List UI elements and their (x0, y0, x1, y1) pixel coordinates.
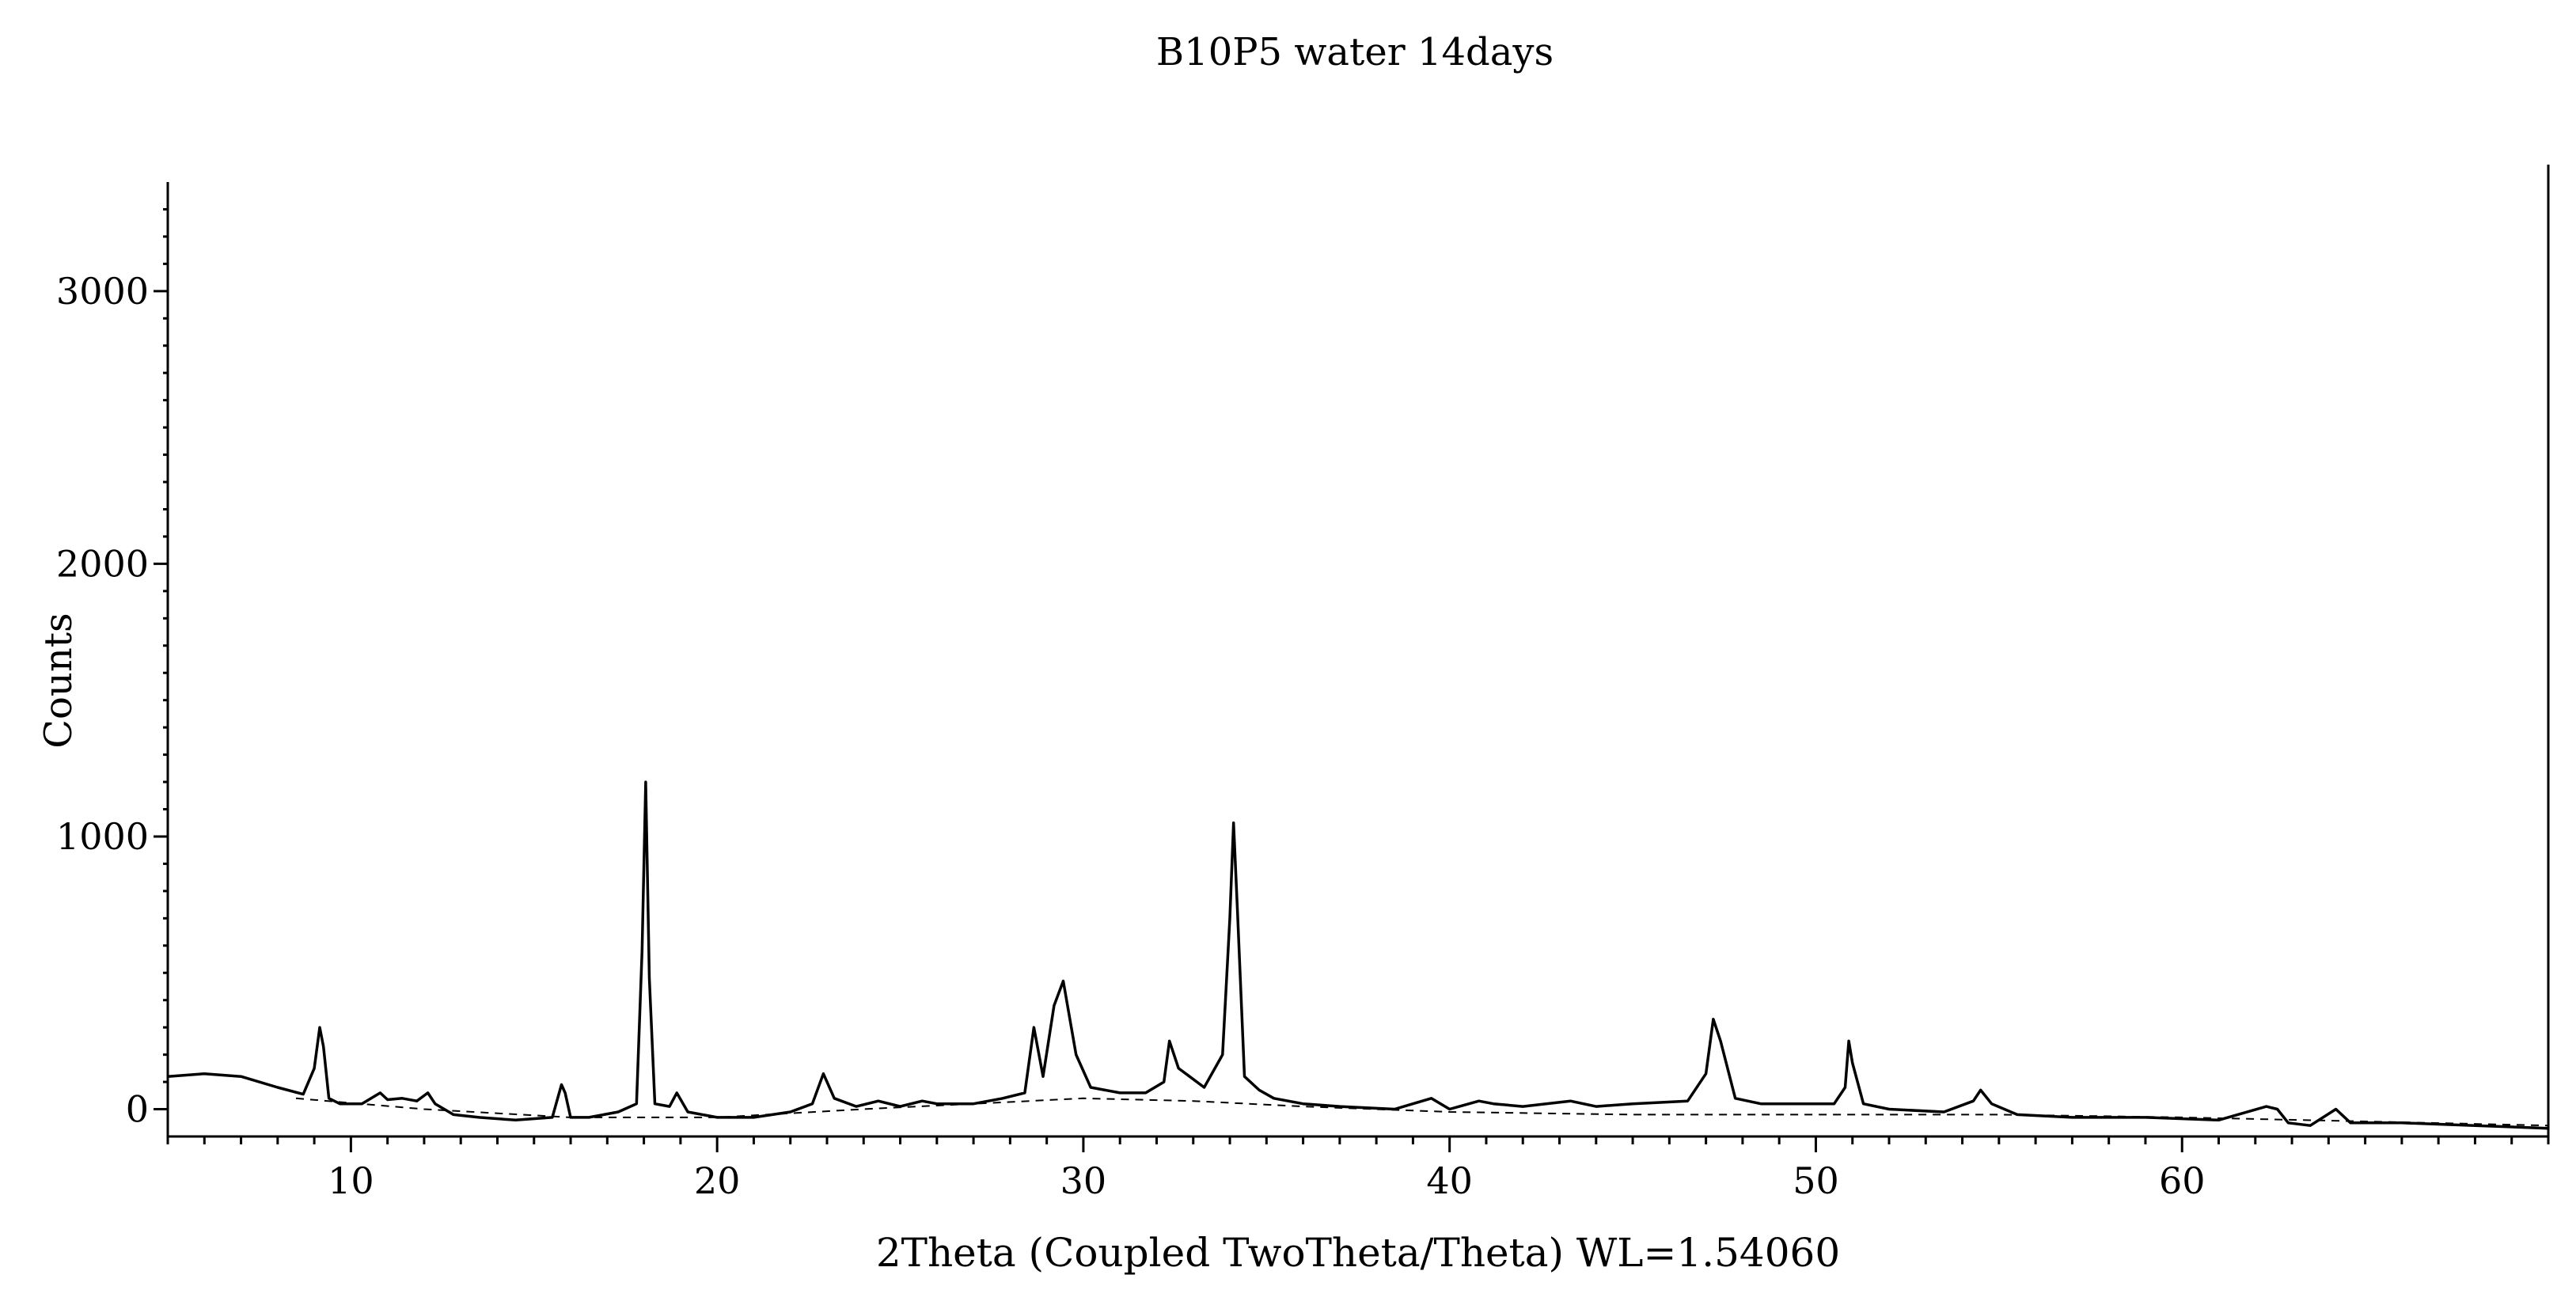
x-axis-label: 2Theta (Coupled TwoTheta/Theta) WL=1.540… (876, 1230, 1840, 1276)
y-axis-label: Counts (36, 613, 81, 748)
x-tick-label: 40 (1426, 1159, 1473, 1202)
background-baseline (295, 1097, 2549, 1127)
diffraction-pattern-line (167, 780, 2549, 1130)
plot-area (166, 165, 2550, 1138)
y-tick-label: 1000 (56, 815, 149, 858)
y-tick-label: 2000 (56, 542, 149, 585)
x-tick-label: 50 (1793, 1159, 1839, 1202)
x-tick-label: 20 (694, 1159, 741, 1202)
x-tick-label: 10 (328, 1159, 374, 1202)
y-ticks: 0 1000 2000 3000 (56, 270, 168, 1131)
series-group (167, 780, 2549, 1130)
x-tick-label: 60 (2159, 1159, 2206, 1202)
y-minor-ticks (163, 207, 168, 1083)
y-tick-label: 3000 (56, 270, 149, 313)
y-tick-label: 0 (126, 1088, 149, 1131)
chart-title: B10P5 water 14days (1156, 30, 1554, 74)
x-tick-label: 30 (1060, 1159, 1107, 1202)
x-ticks: 10 20 30 40 50 60 (166, 1136, 2550, 1202)
